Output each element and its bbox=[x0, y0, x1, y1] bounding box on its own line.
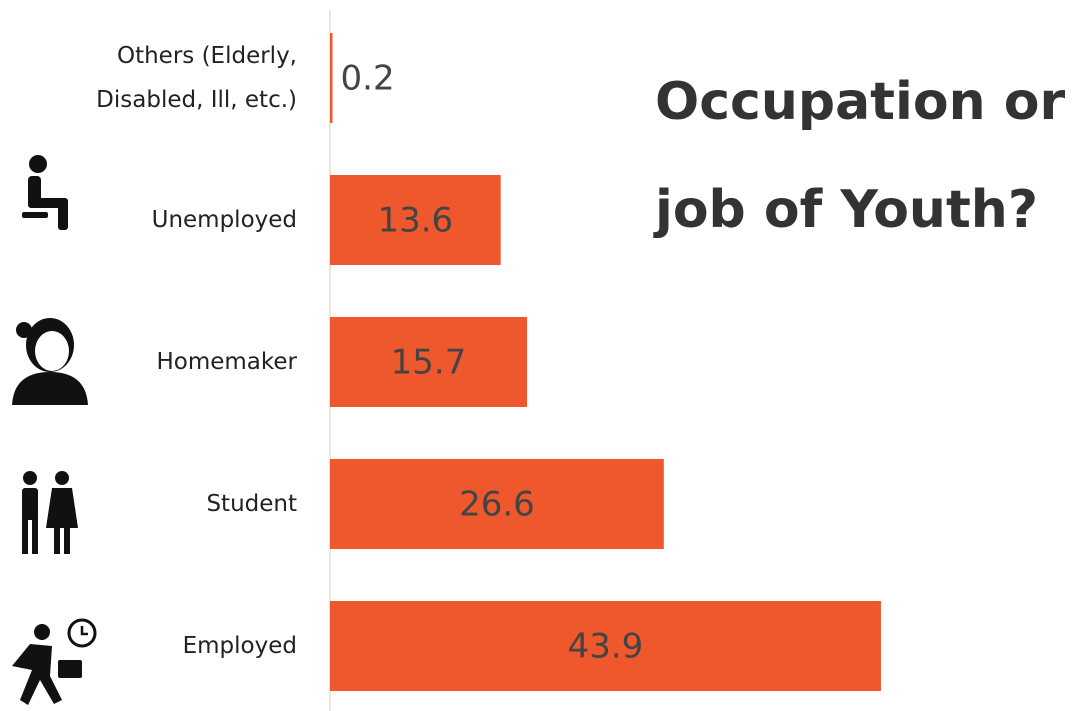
category-label: Student bbox=[206, 491, 297, 517]
bar bbox=[330, 459, 664, 549]
chart-title: Occupation or job of Youth? bbox=[655, 72, 1066, 240]
icon-homemaker bbox=[12, 318, 88, 405]
category-label: Unemployed bbox=[151, 207, 297, 233]
category-label: Employed bbox=[182, 633, 297, 659]
bar bbox=[330, 33, 333, 123]
category-label: Others (Elderly, Disabled, Ill, etc.) bbox=[96, 43, 297, 113]
value-label: 15.7 bbox=[391, 343, 467, 383]
value-label: 13.6 bbox=[377, 201, 453, 241]
icon-student bbox=[22, 471, 78, 554]
value-label: 26.6 bbox=[459, 485, 535, 525]
icon-unemployed bbox=[22, 155, 68, 230]
bar bbox=[330, 317, 528, 407]
category-label: Homemaker bbox=[156, 349, 297, 375]
icon-employed bbox=[12, 618, 97, 705]
value-label: 43.9 bbox=[568, 627, 644, 667]
bar bbox=[330, 601, 881, 691]
bar bbox=[330, 175, 501, 265]
value-label: 0.2 bbox=[341, 59, 395, 99]
